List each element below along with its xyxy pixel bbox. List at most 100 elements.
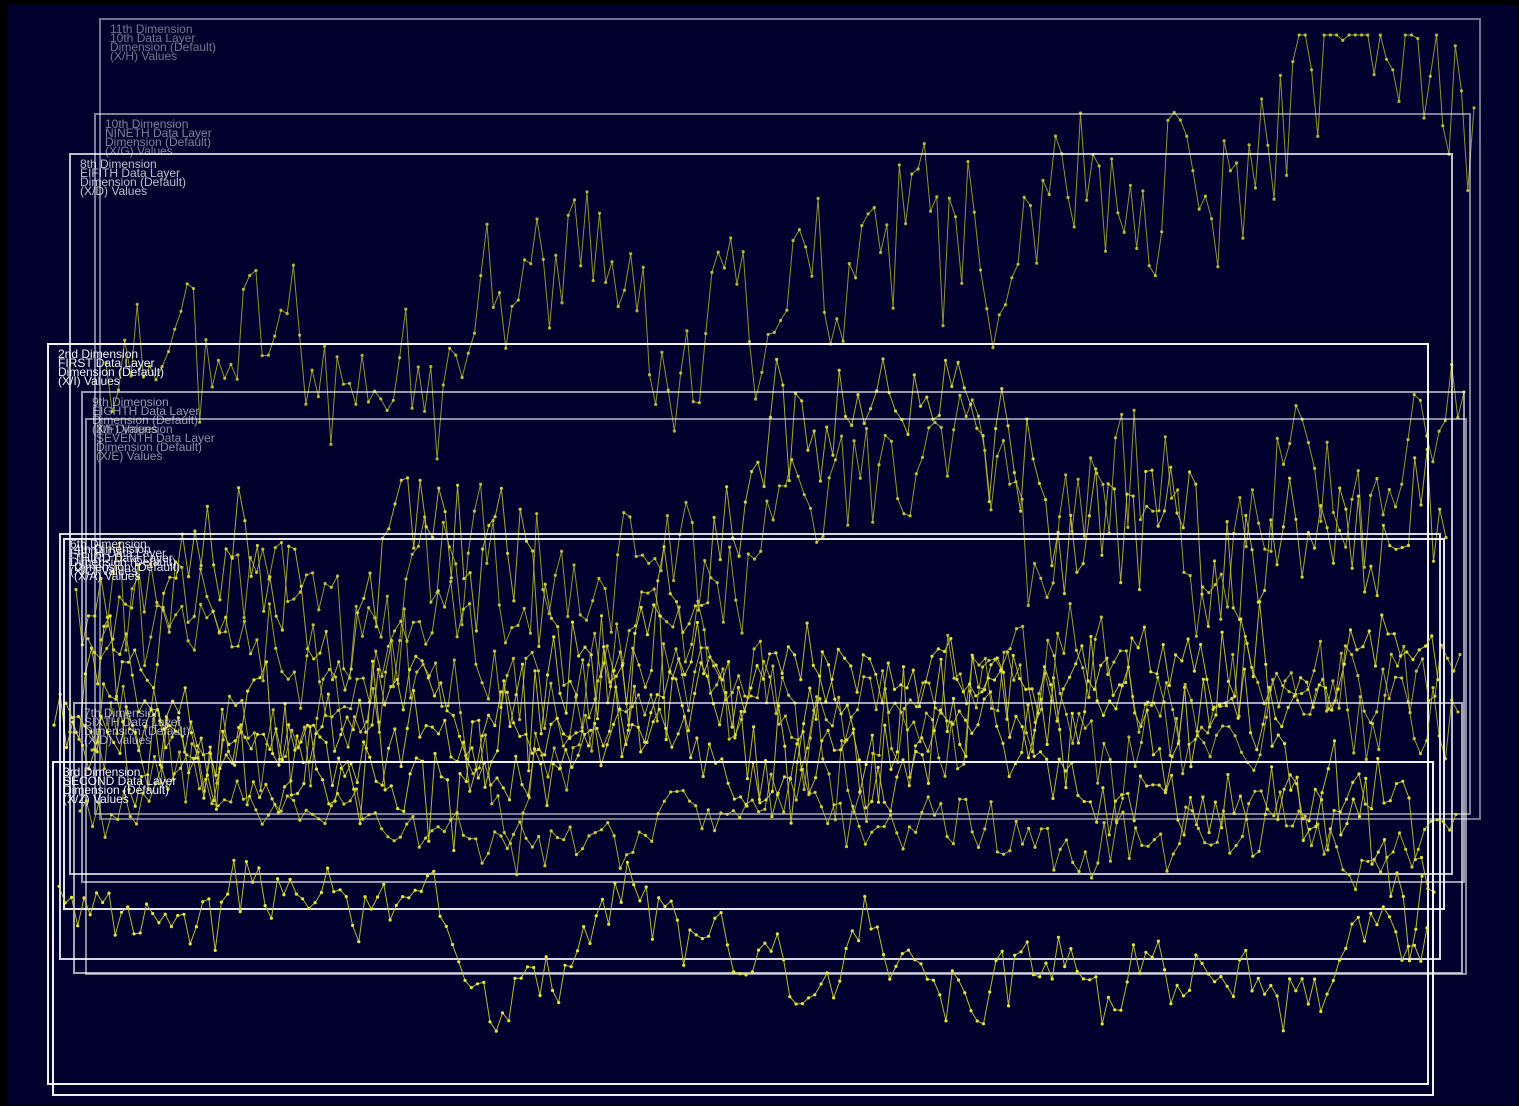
data-point [624,710,628,714]
data-point [405,822,409,826]
data-point [1149,670,1153,674]
data-point [84,799,88,803]
data-point [533,731,538,735]
data-point [575,949,580,953]
data-point [1012,678,1016,682]
data-point [511,721,516,725]
data-point [120,660,124,664]
data-point [280,628,284,632]
data-point [1033,561,1037,566]
data-point [1113,1008,1117,1012]
data-point [837,695,841,700]
data-point [1101,482,1105,486]
data-point [154,378,158,382]
data-point [90,748,94,752]
data-point [519,976,523,980]
data-point [1291,824,1295,828]
data-point [837,368,841,372]
data-point [64,701,68,705]
data-point [1366,859,1370,864]
data-point [1064,473,1068,477]
data-point [555,716,559,720]
data-point [392,839,396,843]
data-point [857,758,861,762]
data-point [226,749,230,754]
data-point [1425,926,1429,930]
data-point [511,832,516,837]
data-point [830,677,834,682]
data-point [57,884,61,888]
data-point [1117,683,1121,687]
data-point [1052,868,1056,872]
data-point [1181,526,1185,530]
data-point [1373,664,1378,668]
data-point [129,374,133,378]
data-point [318,735,322,739]
data-point [354,402,358,406]
data-point [1064,712,1069,716]
data-point [1395,871,1399,875]
data-point [1026,603,1030,608]
data-point [983,827,987,831]
data-point [164,715,168,719]
data-point [251,880,255,884]
data-point [518,734,522,739]
data-point [566,614,570,619]
data-point [166,350,171,354]
data-point [242,619,246,623]
data-point [1391,68,1395,72]
data-point [1156,524,1160,528]
data-point [716,250,720,254]
data-point [1058,691,1062,696]
data-point [479,274,483,278]
data-point [830,724,835,728]
data-point [733,733,738,737]
data-point [854,276,858,280]
data-point [449,576,453,580]
data-point [1026,756,1031,760]
data-point [691,400,695,404]
data-point [1275,563,1279,567]
data-point [1167,683,1171,688]
data-point [446,704,450,708]
data-point [401,895,405,899]
data-point [155,600,159,605]
data-point [1240,834,1244,839]
data-point [270,797,274,801]
data-point [1199,642,1203,647]
data-point [683,660,688,664]
data-point [659,569,663,573]
data-point [412,546,416,550]
data-point [627,629,631,633]
data-point [1431,460,1435,464]
data-point [441,520,445,525]
data-point [285,312,289,316]
data-point [714,663,718,667]
data-point [1351,797,1355,801]
data-point [894,964,898,969]
data-point [600,897,605,901]
data-point [724,690,728,695]
data-point [572,563,576,567]
layer-frame [94,113,1471,815]
data-point [864,806,868,810]
data-point [1305,680,1309,684]
data-point [99,576,103,581]
data-point [825,971,829,975]
data-point [610,260,614,264]
data-point [740,717,744,722]
data-point [737,674,741,678]
data-point [1264,715,1268,719]
data-point [485,561,489,566]
data-point [502,679,506,683]
data-point [474,768,478,772]
data-point [493,830,497,834]
data-point [249,652,253,656]
data-point [916,167,920,171]
data-point [1001,439,1006,443]
series-line [87,560,1459,777]
data-point [477,718,481,722]
data-point [974,706,978,710]
data-point [633,631,637,636]
data-point [370,723,374,727]
